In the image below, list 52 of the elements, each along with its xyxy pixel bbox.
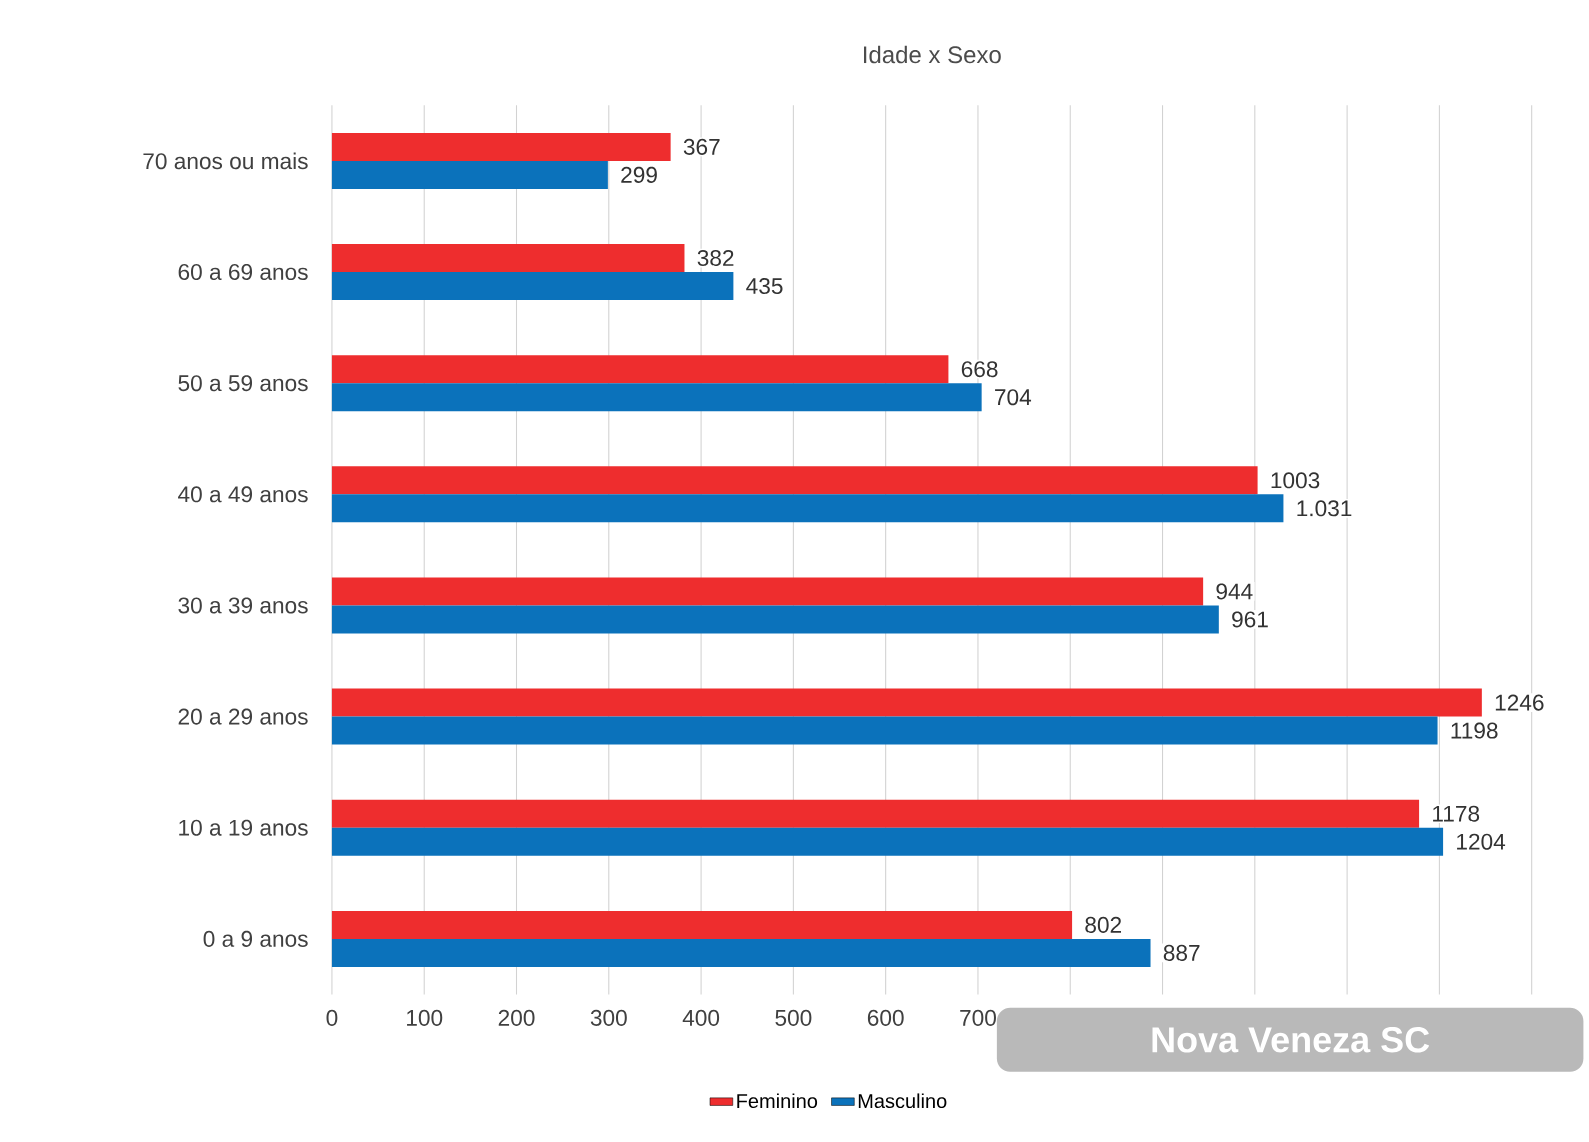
x-tick-label: 300 [590,1009,627,1026]
data-label: 668 [961,360,998,377]
legend-label: Masculino [858,1093,947,1108]
data-label: 704 [995,388,1032,405]
y-tick-label: 60 a 69 anos [178,263,308,280]
y-tick-label: 40 a 49 anos [178,486,308,503]
text: Nova Veneza SC [1152,1026,1430,1053]
chart-title: Idade x Sexo [863,45,1001,64]
data-label: 435 [746,277,783,294]
bar [331,938,1151,967]
data-label: 1.031 [1297,500,1352,517]
x-tick-label: 200 [498,1009,535,1026]
bar [331,827,1444,856]
data-label: 961 [1232,611,1268,628]
y-tick-label: 30 a 39 anos [178,597,308,614]
bar [331,494,1284,523]
bar [331,799,1420,828]
data-label: 887 [1163,944,1200,961]
y-tick-label: 20 a 29 anos [178,708,308,725]
data-label: 1204 [1457,833,1506,850]
bar [331,466,1258,495]
y-tick-label: 50 a 59 anos [178,374,308,391]
data-label: 802 [1085,916,1122,933]
bar [331,577,1204,606]
bar [331,132,671,161]
bar [331,910,1073,939]
bar [331,716,1438,745]
x-tick-label: 0 [326,1009,338,1026]
data-label: 1178 [1433,805,1480,822]
bar [331,160,608,189]
data-label: 299 [621,166,657,183]
x-tick-label: 400 [682,1009,720,1026]
bar [331,354,949,383]
bar [331,271,734,300]
data-label: 1198 [1451,722,1498,739]
x-tick-label: 700 [960,1009,996,1026]
bar [331,243,685,272]
legend-label: Feminino [737,1093,818,1108]
data-label: 1246 [1495,694,1544,711]
x-tick-label: 100 [407,1009,443,1026]
x-tick-label: 600 [867,1009,904,1026]
y-tick-label: 0 a 9 anos [203,930,308,947]
y-tick-label: 70 anos ou mais [143,152,308,170]
y-tick-label: 10 a 19 anos [179,819,308,836]
bar [331,605,1219,634]
data-label: 367 [683,138,720,155]
x-tick-label: 500 [775,1009,812,1026]
data-label: 1003 [1271,472,1320,489]
bar [331,382,982,411]
data-label: 382 [697,249,734,266]
data-label: 944 [1216,583,1253,600]
bar [331,688,1482,717]
